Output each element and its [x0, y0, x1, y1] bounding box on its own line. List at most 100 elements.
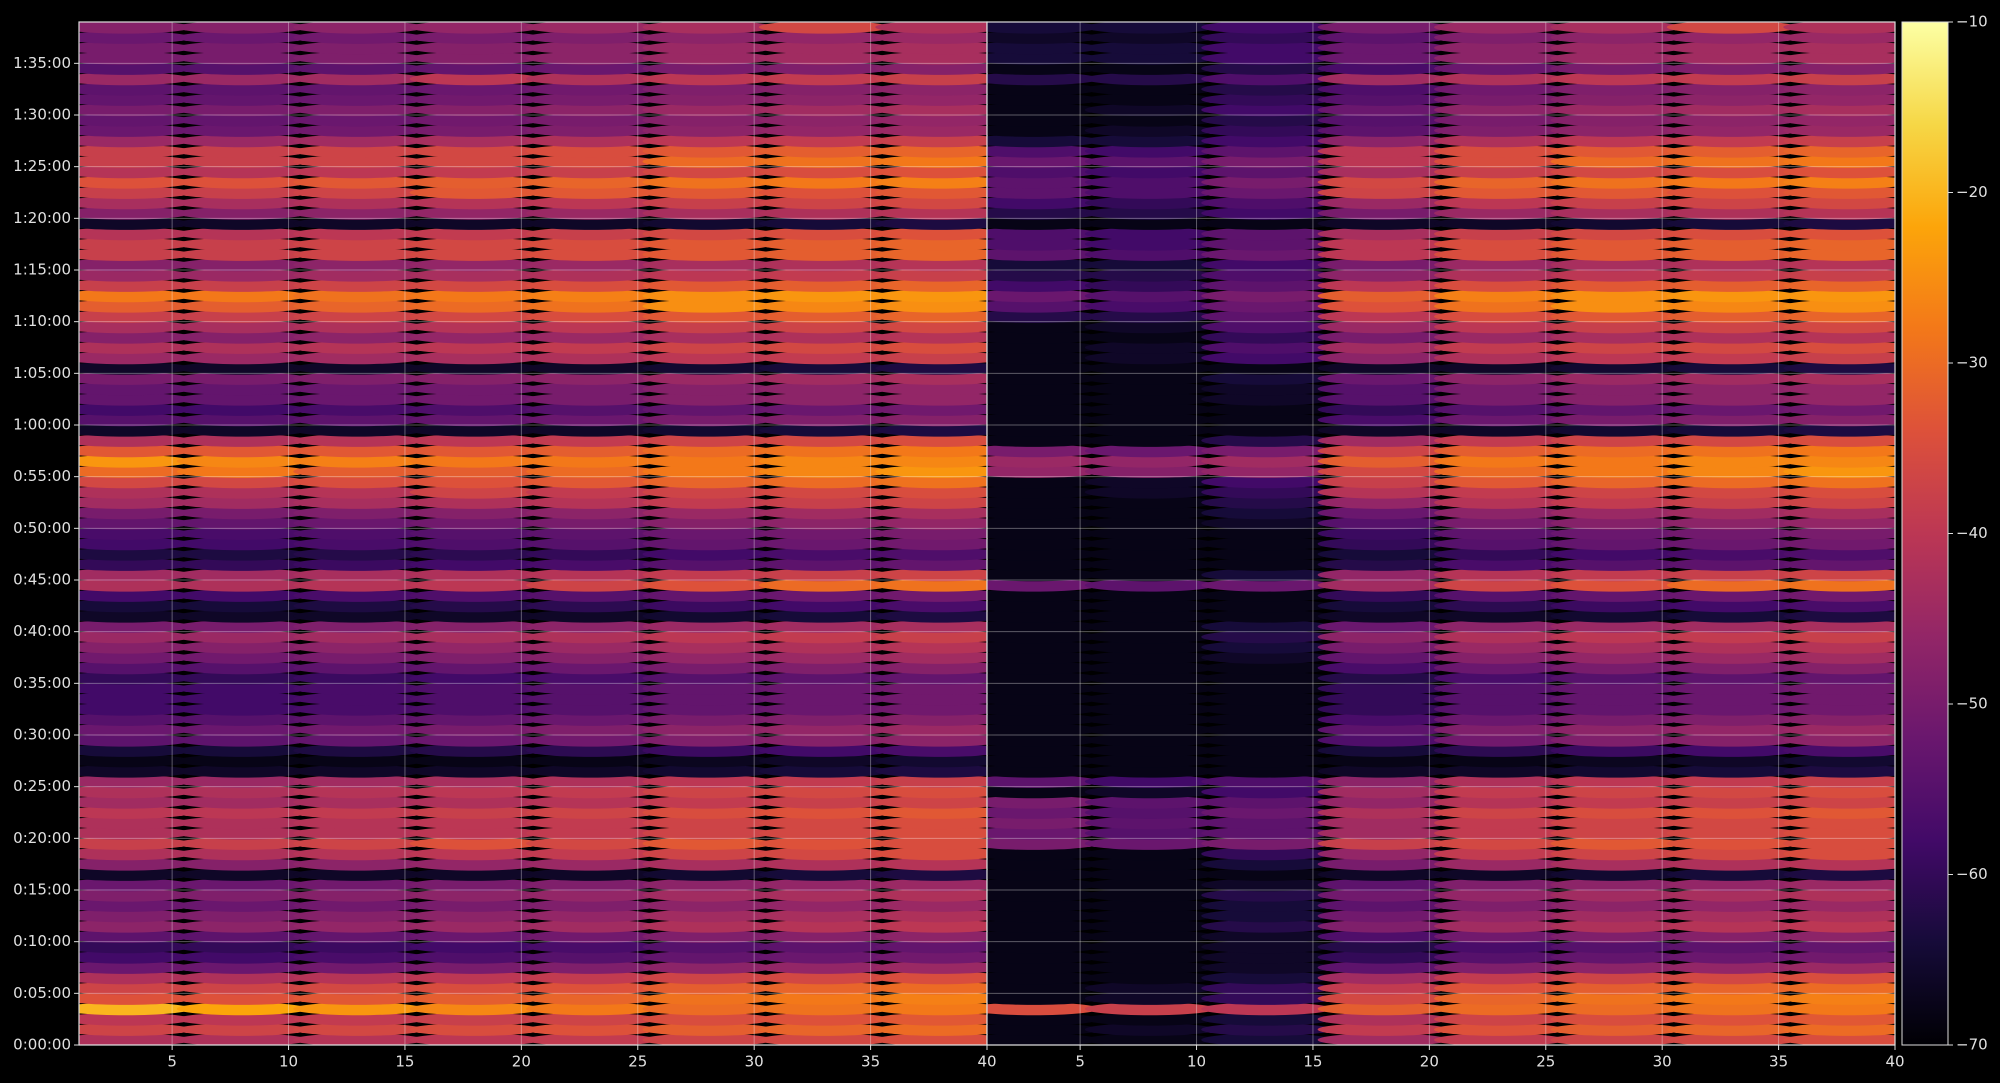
cell: [1084, 22, 1216, 34]
cell: [526, 144, 657, 158]
cell: [1201, 682, 1332, 695]
cell: [1550, 382, 1681, 396]
cell: [987, 217, 1099, 230]
cell: [176, 248, 308, 261]
cell: [1666, 392, 1798, 406]
cell: [1084, 403, 1216, 416]
cell: [1084, 465, 1216, 478]
cell: [79, 806, 191, 819]
cell: [987, 403, 1099, 416]
cell: [1666, 899, 1798, 912]
cell: [176, 444, 308, 458]
cell: [758, 1012, 890, 1026]
cell: [642, 733, 773, 747]
x-tick-label: 40: [977, 1053, 996, 1071]
colorbar-tick-label: −40: [1956, 524, 1988, 542]
cell: [1201, 1002, 1332, 1016]
cell: [79, 754, 191, 768]
cell: [875, 764, 987, 778]
cell: [1550, 155, 1681, 168]
cell: [1084, 950, 1216, 964]
cell: [758, 22, 890, 34]
cell: [758, 113, 890, 127]
cell: [293, 351, 424, 365]
cell: [176, 547, 308, 561]
cell: [1434, 1012, 1565, 1026]
cell: [1434, 506, 1565, 520]
cell: [176, 599, 308, 613]
cell: [1317, 857, 1448, 871]
cell: [1434, 578, 1565, 592]
cell: [642, 330, 773, 344]
cell: [526, 175, 657, 189]
cell: [409, 909, 540, 923]
cell: [875, 330, 987, 344]
cell: [642, 41, 773, 55]
cell: [1550, 103, 1681, 117]
cell: [1550, 651, 1681, 664]
cell: [1783, 62, 1895, 75]
cell: [1084, 713, 1216, 726]
cell: [176, 764, 308, 778]
cell: [526, 72, 657, 86]
cell: [409, 744, 540, 757]
cell: [1201, 403, 1332, 416]
cell: [409, 806, 540, 819]
cell: [176, 413, 308, 427]
cell: [176, 558, 308, 571]
cell: [987, 971, 1099, 985]
heatmap-panel: [987, 22, 1895, 1045]
cell: [1666, 568, 1798, 582]
cell: [1317, 795, 1448, 809]
cell: [293, 196, 424, 210]
cell: [875, 1002, 987, 1016]
cell: [642, 919, 773, 933]
cell: [1317, 568, 1448, 582]
cell: [79, 837, 191, 850]
cell: [79, 103, 191, 117]
cell: [1783, 155, 1895, 168]
cell: [1550, 630, 1681, 644]
cell: [1783, 72, 1895, 86]
cell: [409, 279, 540, 292]
cell: [1317, 992, 1448, 1005]
cell: [1201, 692, 1332, 706]
cell: [1084, 702, 1216, 716]
cell: [758, 382, 890, 396]
cell: [987, 806, 1099, 819]
cell: [79, 506, 191, 520]
cell: [1666, 919, 1798, 933]
cell: [1084, 568, 1216, 582]
cell: [875, 899, 987, 912]
cell: [758, 413, 890, 427]
cell: [1201, 310, 1332, 323]
cell: [1550, 258, 1681, 272]
cell: [526, 423, 657, 437]
cell: [1434, 992, 1565, 1005]
cell: [1783, 475, 1895, 489]
cell: [642, 940, 773, 954]
cell: [79, 423, 191, 437]
cell: [758, 320, 890, 334]
cell: [1201, 82, 1332, 96]
cell: [875, 981, 987, 995]
cell: [642, 764, 773, 778]
cell: [1084, 1033, 1216, 1045]
cell: [1666, 589, 1798, 602]
cell: [1084, 992, 1216, 1005]
cell: [642, 320, 773, 334]
cell: [79, 868, 191, 881]
cell: [293, 506, 424, 520]
cell: [875, 744, 987, 757]
cell: [875, 496, 987, 509]
cell: [293, 630, 424, 644]
cell: [987, 113, 1099, 127]
cell: [987, 671, 1099, 685]
cell: [642, 310, 773, 323]
cell: [642, 837, 773, 850]
cell: [526, 372, 657, 385]
cell: [526, 609, 657, 623]
cell: [293, 41, 424, 55]
x-tick-label: 25: [1536, 1053, 1555, 1071]
cell: [176, 651, 308, 664]
